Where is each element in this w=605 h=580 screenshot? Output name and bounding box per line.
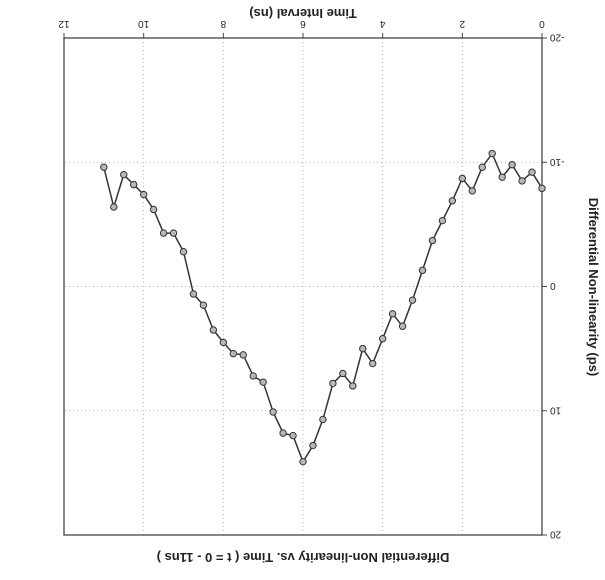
data-point [159, 229, 168, 237]
data-point [100, 163, 108, 171]
x-tick-label: 6 [300, 18, 306, 29]
data-point [120, 170, 128, 179]
data-point [408, 296, 417, 304]
data-point [418, 266, 427, 275]
y-tick-label: -20 [550, 32, 565, 43]
data-point [528, 168, 536, 176]
data-point [478, 163, 486, 171]
data-point [189, 290, 198, 298]
chart-title: Differential Non-linearity vs. Time ( t … [157, 550, 450, 565]
y-axis-label: Differential Non-linearity (ps) [586, 198, 601, 376]
data-point [289, 431, 297, 440]
data-point [259, 378, 267, 386]
data-point [209, 326, 218, 334]
x-axis-label: Time Interval (ns) [249, 6, 356, 21]
data-point [299, 457, 307, 466]
data-point [219, 338, 228, 347]
data-point [339, 369, 347, 378]
data-point [359, 344, 367, 353]
data-point [448, 197, 457, 205]
data-point [518, 177, 526, 185]
series-layer [100, 149, 546, 466]
data-point [428, 236, 437, 245]
data-point [468, 187, 476, 195]
data-point [139, 190, 148, 199]
data-point [388, 310, 397, 318]
y-tick-label: -10 [550, 156, 565, 167]
data-point [508, 161, 516, 169]
x-tick-label: 4 [379, 18, 385, 29]
y-tick-label: 10 [550, 404, 562, 415]
data-point [329, 379, 337, 388]
data-point [488, 149, 496, 158]
data-point [538, 184, 546, 193]
data-point [498, 173, 506, 181]
x-tick-label: 10 [138, 18, 150, 29]
y-tick-label: 20 [550, 529, 562, 540]
data-point [199, 301, 208, 309]
data-point [378, 334, 387, 343]
data-point [179, 248, 188, 256]
data-point [169, 229, 178, 237]
data-point [369, 359, 377, 368]
data-point [130, 180, 138, 189]
data-point [279, 429, 287, 437]
x-tick-label: 12 [58, 18, 70, 29]
grid-lines [64, 38, 542, 535]
data-point [229, 349, 237, 358]
x-tick-label: 0 [539, 18, 545, 29]
data-point [349, 382, 357, 390]
data-point [458, 174, 467, 183]
data-point [398, 322, 407, 330]
data-point [269, 408, 277, 416]
data-point [110, 203, 118, 211]
x-tick-label: 8 [220, 18, 226, 29]
y-tick-label: 0 [550, 280, 556, 291]
data-point [239, 351, 247, 359]
data-point [149, 205, 158, 214]
data-point [249, 372, 257, 380]
data-point [319, 415, 327, 424]
axis-ticks: 0 2 4 6 8 10 12 -20 -10 0 10 20 [58, 18, 564, 540]
data-point [438, 216, 447, 225]
data-point [309, 441, 317, 450]
x-tick-label: 2 [459, 18, 465, 29]
